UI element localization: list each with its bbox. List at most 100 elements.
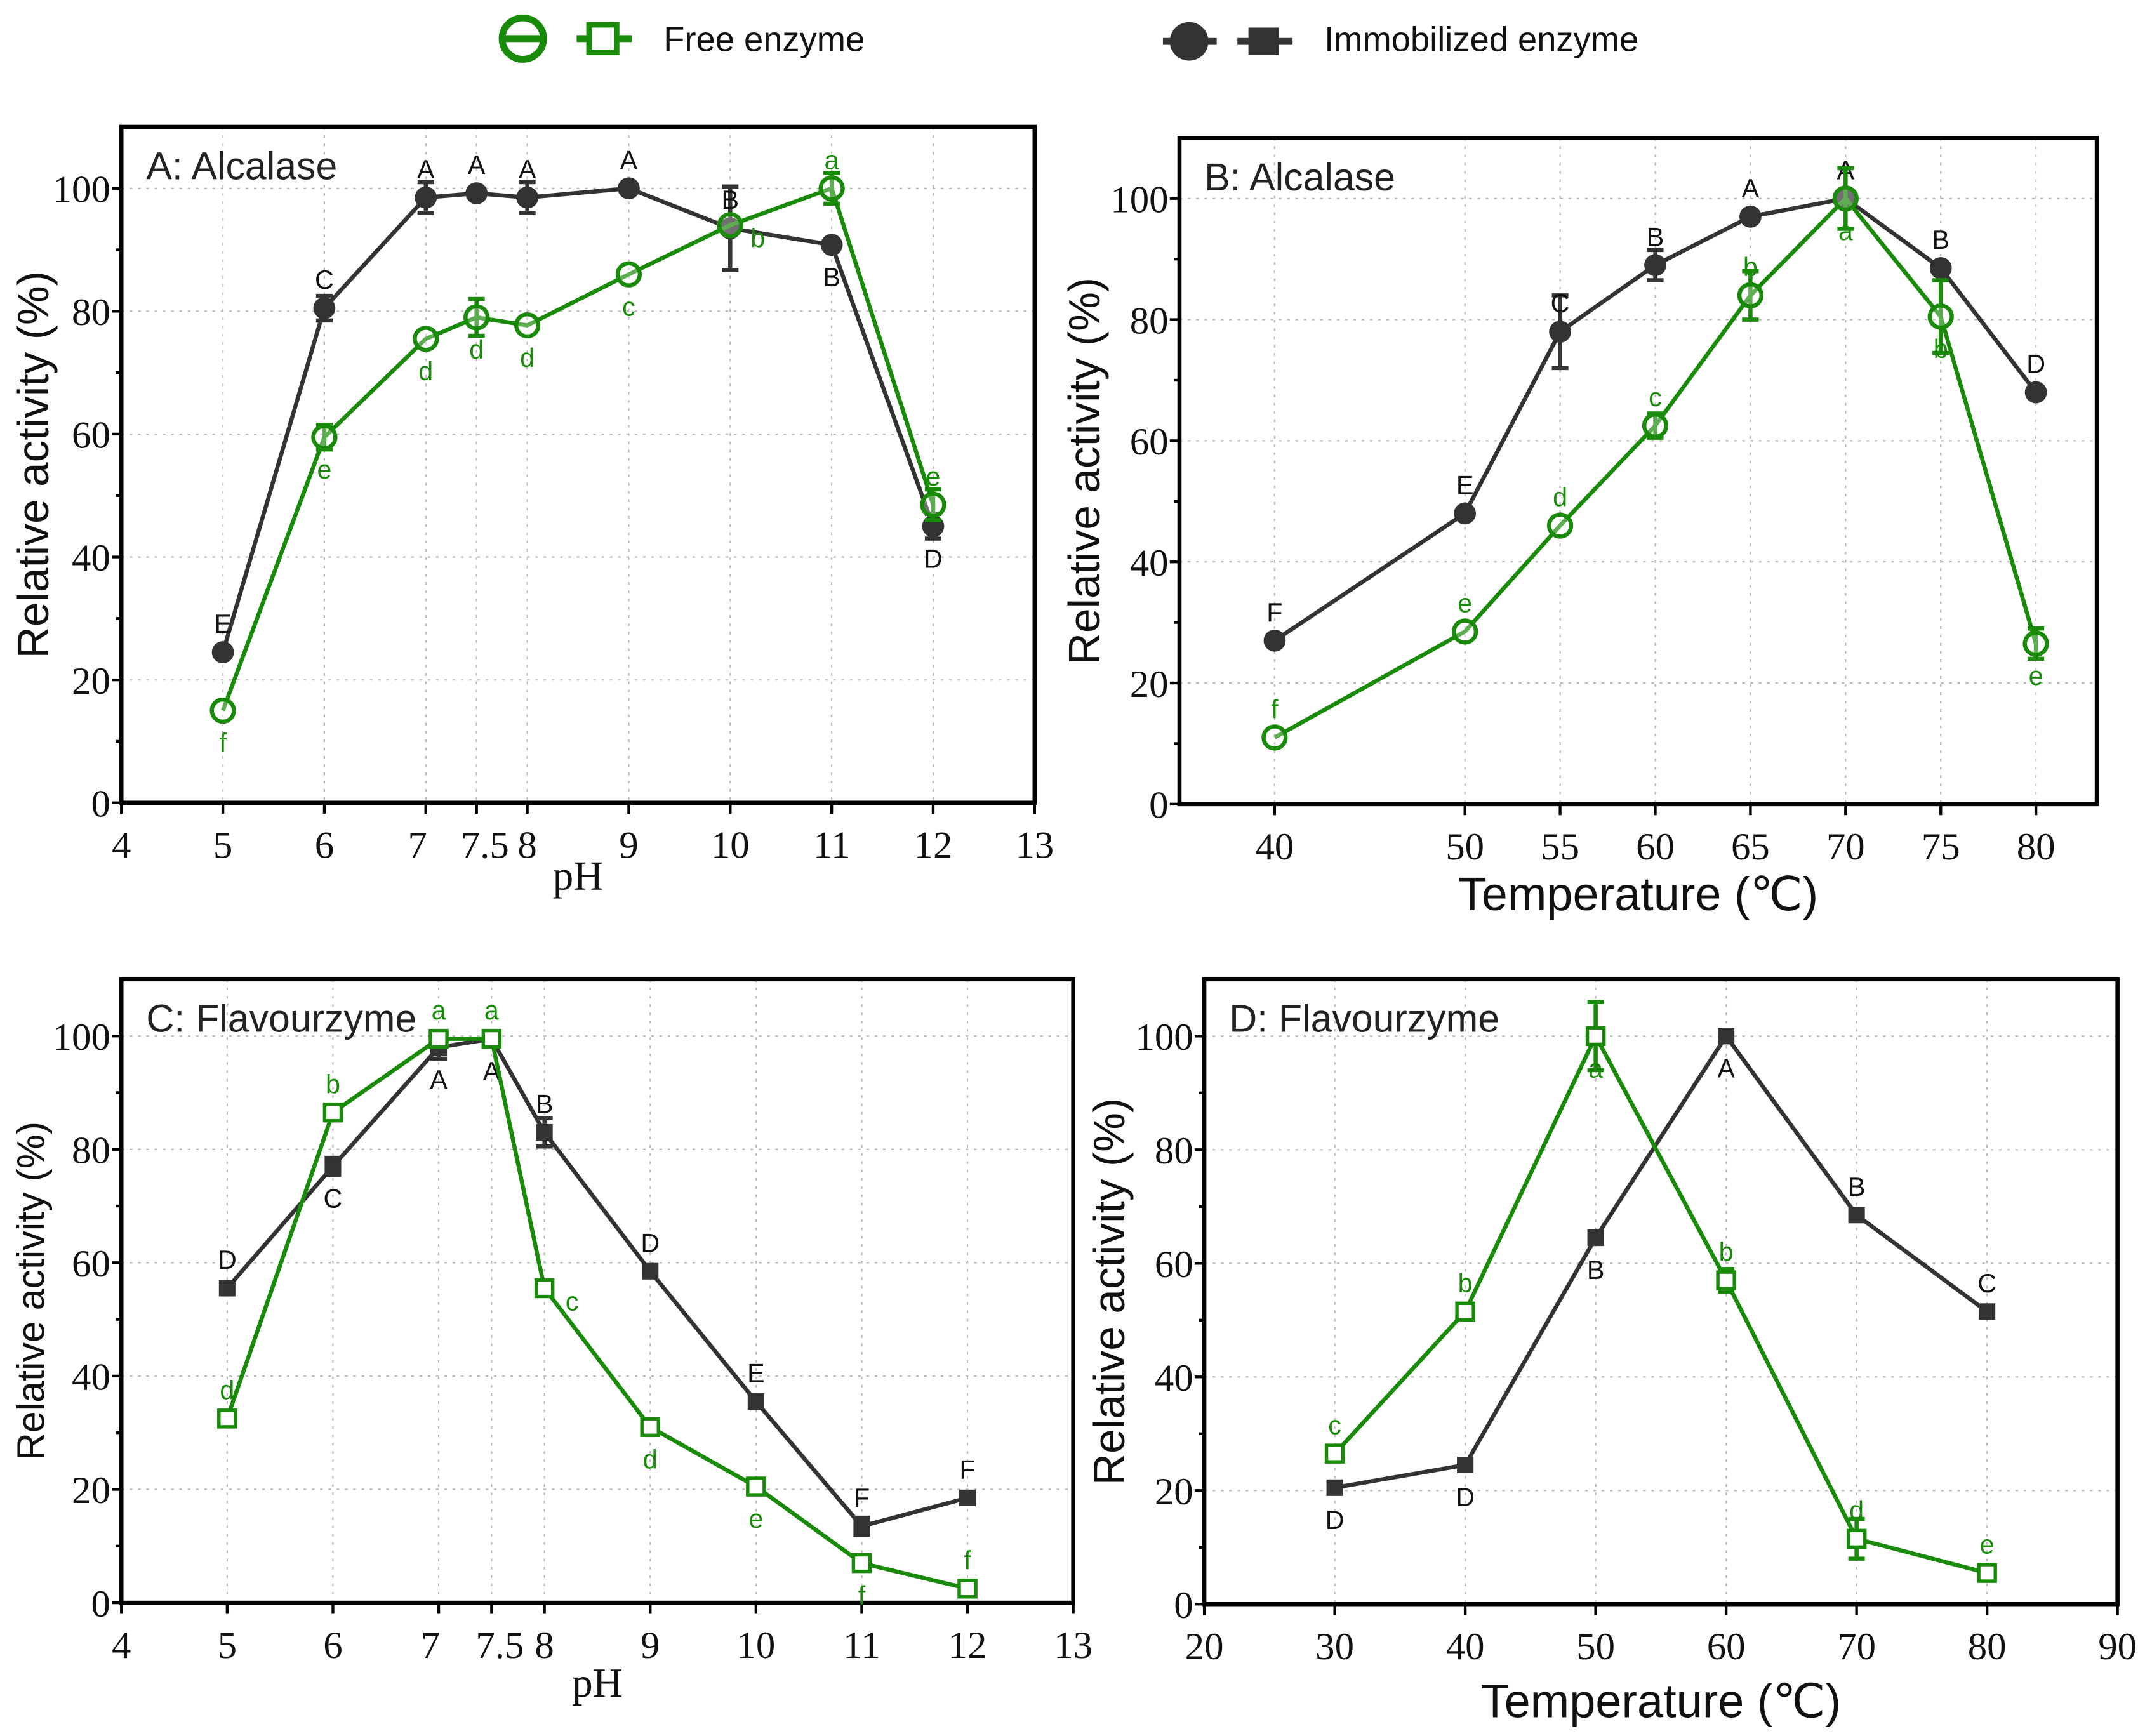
data-point (957, 1579, 978, 1599)
data-point (211, 641, 234, 663)
x-axis-label: Temperature (℃) (1481, 1674, 1841, 1727)
significance-letter: A (417, 155, 435, 184)
data-point (1263, 629, 1286, 652)
significance-letter: D (924, 544, 943, 573)
data-point (324, 1158, 342, 1175)
panel-title: B: Alcalase (1204, 156, 1395, 199)
significance-letter: d (1849, 1496, 1864, 1525)
data-point (534, 1278, 555, 1299)
legend: Free enzyme Immobilized enzyme (498, 14, 1638, 63)
y-tick-label: 80 (1155, 1130, 1193, 1172)
data-point (747, 1393, 764, 1410)
significance-letter: e (1458, 589, 1472, 618)
series-free-enzyme: f e d d d c b a e (209, 145, 946, 758)
y-tick-label: 40 (1155, 1357, 1193, 1400)
x-tick-label: 40 (1255, 826, 1294, 868)
significance-letter: C (1551, 289, 1570, 318)
data-point (1737, 282, 1764, 309)
series-immobilized-enzyme: E C A A A A B B D (211, 145, 945, 663)
significance-letter: E (1456, 470, 1474, 500)
data-point (746, 1476, 766, 1497)
y-tick-label: 0 (1149, 785, 1168, 827)
significance-letter: C (1977, 1269, 1996, 1298)
data-point (1326, 1479, 1343, 1496)
significance-letter: A (1717, 1054, 1735, 1083)
x-tick-label: 4 (112, 825, 131, 867)
significance-letter: E (214, 609, 232, 639)
significance-letter: D (2026, 350, 2045, 379)
x-axis-label: pH (572, 1660, 623, 1706)
significance-letter: b (1719, 1238, 1734, 1267)
data-point (1929, 257, 1952, 279)
data-point (481, 1028, 502, 1049)
plot-frame (119, 977, 1075, 1605)
significance-letter: D (641, 1228, 660, 1257)
data-point (1457, 1456, 1474, 1474)
significance-letter: c (1649, 383, 1662, 412)
data-point (1642, 412, 1669, 439)
x-tick-label: 6 (315, 825, 334, 867)
data-point (2022, 630, 2049, 657)
data-point (851, 1553, 872, 1574)
series-line (1273, 196, 2038, 642)
data-point (2024, 381, 2047, 404)
x-tick-label: 20 (1185, 1626, 1224, 1668)
significance-letter: d (469, 335, 484, 364)
significance-letter: D (218, 1245, 237, 1275)
data-point (1644, 254, 1666, 277)
significance-letter: B (1932, 225, 1949, 255)
x-tick-label: 55 (1541, 826, 1579, 868)
data-point (1587, 1229, 1604, 1247)
y-axis-label: Relative activity (%) (10, 1122, 53, 1461)
x-axis-label: pH (553, 854, 604, 899)
legend-free-square-icon (576, 22, 632, 55)
y-tick-label: 80 (1130, 300, 1169, 342)
data-point (536, 1123, 553, 1141)
significance-letter: B (722, 185, 740, 215)
y-tick-label: 20 (1155, 1471, 1193, 1513)
y-tick-label: 60 (1130, 421, 1169, 463)
significance-letter: D (1325, 1506, 1345, 1535)
y-tick-label: 80 (72, 1129, 110, 1172)
series-immobilized-enzyme: FECBAABD (1263, 156, 2047, 652)
x-tick-label: 8 (535, 1624, 554, 1667)
significance-letter: f (858, 1581, 866, 1610)
x-tick-label: 40 (1446, 1626, 1485, 1668)
significance-letter: e (317, 455, 331, 484)
significance-letter: b (326, 1070, 340, 1099)
significance-letter: e (1980, 1530, 1995, 1560)
x-tick-label: 10 (736, 1624, 775, 1667)
y-tick-label: 100 (1110, 178, 1168, 221)
significance-letter: C (324, 1184, 343, 1214)
significance-letter: f (964, 1546, 971, 1575)
significance-letter: a (1588, 1054, 1603, 1083)
x-tick-label: 80 (2017, 826, 2056, 868)
y-tick-label: 40 (72, 1356, 110, 1399)
panel-title: D: Flavourzyme (1229, 997, 1499, 1040)
significance-letter: B (1848, 1172, 1866, 1202)
x-tick-label: 5 (213, 825, 232, 867)
significance-letter: b (750, 224, 765, 253)
data-point (1848, 1207, 1865, 1224)
data-point (209, 697, 236, 724)
significance-letter: F (854, 1483, 870, 1513)
data-point (218, 1280, 236, 1297)
data-point (1546, 512, 1574, 539)
x-tick-label: 60 (1636, 826, 1675, 868)
significance-letter: f (1271, 695, 1279, 724)
significance-letter: a (484, 996, 499, 1025)
data-point (1585, 1026, 1606, 1047)
significance-letter: e (926, 462, 940, 491)
significance-letter: d (643, 1445, 658, 1474)
y-tick-label: 40 (72, 537, 110, 580)
y-axis-label: Relative activity (%) (1084, 1098, 1134, 1485)
significance-letter: d (1553, 483, 1567, 512)
y-tick-label: 0 (91, 1583, 110, 1626)
y-tick-label: 100 (53, 1016, 110, 1059)
series-free-enzyme: f e d c b a b e (1261, 166, 2049, 751)
significance-letter: b (1743, 253, 1758, 282)
significance-letter: A (620, 145, 638, 175)
plot-frame (1177, 136, 2099, 807)
